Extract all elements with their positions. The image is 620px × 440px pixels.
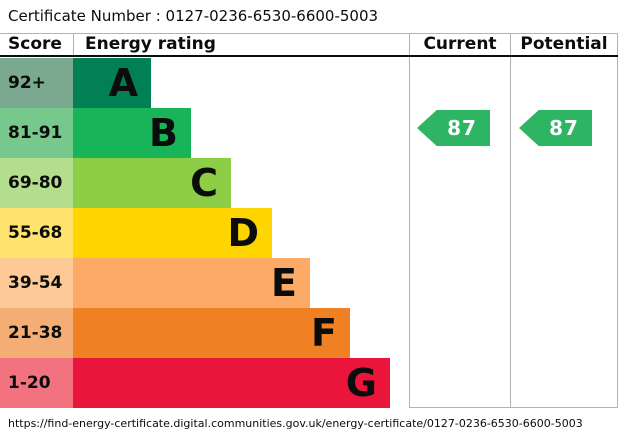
potential-column-divider [510, 33, 511, 408]
score-range-label: 39-54 [8, 273, 63, 293]
score-cell: 69-80 [0, 158, 73, 208]
score-cell: 39-54 [0, 258, 73, 308]
score-range-label: 55-68 [8, 223, 63, 243]
band-row-a: 92+ A [0, 58, 410, 108]
table-top-border [0, 33, 618, 34]
column-header-score: Score [8, 34, 62, 54]
current-column-divider [409, 33, 410, 408]
certificate-url: https://find-energy-certificate.digital.… [8, 417, 583, 430]
table-bottom-border [409, 407, 618, 408]
potential-rating-arrow: 87 [519, 110, 592, 146]
current-rating-arrow: 87 [417, 110, 490, 146]
band-bar: D [73, 208, 272, 258]
score-cell: 1-20 [0, 358, 73, 408]
band-row-f: 21-38 F [0, 308, 410, 358]
score-cell: 81-91 [0, 108, 73, 158]
score-range-label: 1-20 [8, 373, 51, 393]
band-letter: A [108, 61, 138, 105]
table-right-border [617, 33, 618, 408]
band-bar: B [73, 108, 191, 158]
score-cell: 21-38 [0, 308, 73, 358]
band-row-d: 55-68 D [0, 208, 410, 258]
band-letter: D [227, 211, 259, 255]
current-rating-value: 87 [447, 116, 477, 140]
header-underline [0, 55, 618, 57]
score-cell: 92+ [0, 58, 73, 108]
certificate-number: Certificate Number : 0127-0236-6530-6600… [8, 7, 379, 25]
band-bar: A [73, 58, 151, 108]
score-range-label: 69-80 [8, 173, 63, 193]
rating-bands: 92+ A 81-91 B 69-80 C 55-68 [0, 58, 410, 408]
band-bar: C [73, 158, 231, 208]
band-letter: G [345, 361, 377, 405]
score-range-label: 21-38 [8, 323, 63, 343]
column-header-current: Current [423, 34, 497, 54]
band-letter: C [190, 161, 218, 205]
potential-rating-value: 87 [549, 116, 579, 140]
column-header-potential: Potential [520, 34, 608, 54]
band-bar: F [73, 308, 350, 358]
score-cell: 55-68 [0, 208, 73, 258]
column-header-energy-rating: Energy rating [85, 34, 216, 54]
band-bar: G [73, 358, 390, 408]
score-range-label: 92+ [8, 73, 46, 93]
band-row-g: 1-20 G [0, 358, 410, 408]
score-column-divider [73, 33, 74, 55]
band-letter: F [311, 311, 337, 355]
band-letter: E [271, 261, 297, 305]
score-range-label: 81-91 [8, 123, 63, 143]
band-row-e: 39-54 E [0, 258, 410, 308]
band-row-c: 69-80 C [0, 158, 410, 208]
band-row-b: 81-91 B [0, 108, 410, 158]
band-letter: B [149, 111, 178, 155]
band-bar: E [73, 258, 310, 308]
